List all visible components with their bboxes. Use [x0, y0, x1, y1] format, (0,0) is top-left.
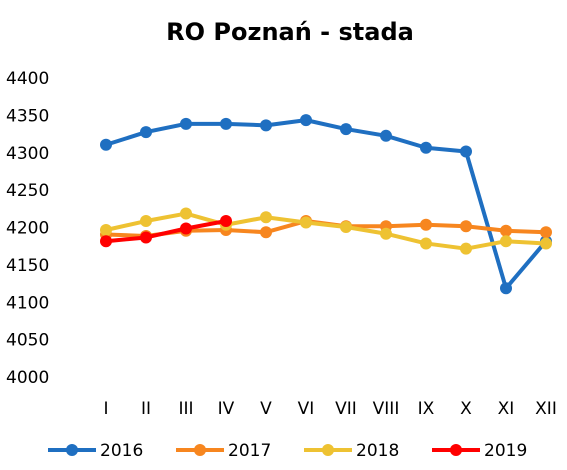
x-tick-label: VIII [373, 399, 400, 419]
point [260, 211, 272, 224]
legend-marker [450, 444, 462, 456]
legend-label: 2016 [100, 441, 143, 461]
point [460, 220, 472, 233]
point [220, 117, 232, 130]
x-tick-label: VII [335, 399, 357, 419]
point [420, 141, 432, 154]
point [540, 226, 552, 239]
x-tick-label: V [260, 399, 272, 419]
x-tick-label: VI [298, 399, 315, 419]
legend-marker [194, 444, 206, 456]
x-tick-label: IV [218, 399, 235, 419]
legend-marker [322, 444, 334, 456]
x-tick-label: IX [418, 399, 435, 419]
legend-label: 2019 [484, 441, 527, 461]
y-tick-label: 4400 [6, 69, 49, 89]
point [340, 221, 352, 234]
point [100, 235, 112, 248]
point [140, 126, 152, 139]
point [380, 129, 392, 142]
point [300, 114, 312, 127]
y-tick-label: 4250 [6, 181, 49, 201]
legend-label: 2018 [356, 441, 399, 461]
point [420, 218, 432, 231]
y-tick-label: 4200 [6, 219, 49, 239]
point [500, 224, 512, 237]
point [100, 223, 112, 236]
point [180, 207, 192, 220]
point [140, 215, 152, 228]
point [500, 282, 512, 295]
series-line [105, 219, 227, 244]
x-tick-label: II [141, 399, 151, 419]
chart-title: RO Poznań - stada [166, 18, 414, 46]
x-tick-label: X [460, 399, 472, 419]
legend-marker [66, 444, 78, 456]
legend-label: 2017 [228, 441, 271, 461]
point [540, 237, 552, 250]
x-tick-label: XI [498, 399, 515, 419]
y-tick-label: 4350 [6, 106, 49, 126]
point [500, 235, 512, 248]
x-tick-label: I [103, 399, 108, 419]
point [420, 237, 432, 250]
series-line [105, 211, 547, 251]
y-tick-label: 4150 [6, 256, 49, 276]
point [180, 222, 192, 235]
y-tick-label: 4050 [6, 331, 49, 351]
point [180, 117, 192, 130]
x-tick-label: XII [535, 399, 557, 419]
y-tick-label: 4300 [6, 144, 49, 164]
point [300, 216, 312, 229]
point [340, 123, 352, 136]
point [380, 227, 392, 240]
point [460, 145, 472, 158]
point [260, 119, 272, 132]
point [260, 226, 272, 239]
point [140, 231, 152, 244]
y-tick-label: 4000 [6, 368, 49, 388]
y-tick-label: 4100 [6, 293, 49, 313]
point [220, 215, 232, 228]
x-tick-label: III [178, 399, 193, 419]
point [460, 242, 472, 255]
point [100, 138, 112, 151]
series-line [105, 118, 548, 291]
